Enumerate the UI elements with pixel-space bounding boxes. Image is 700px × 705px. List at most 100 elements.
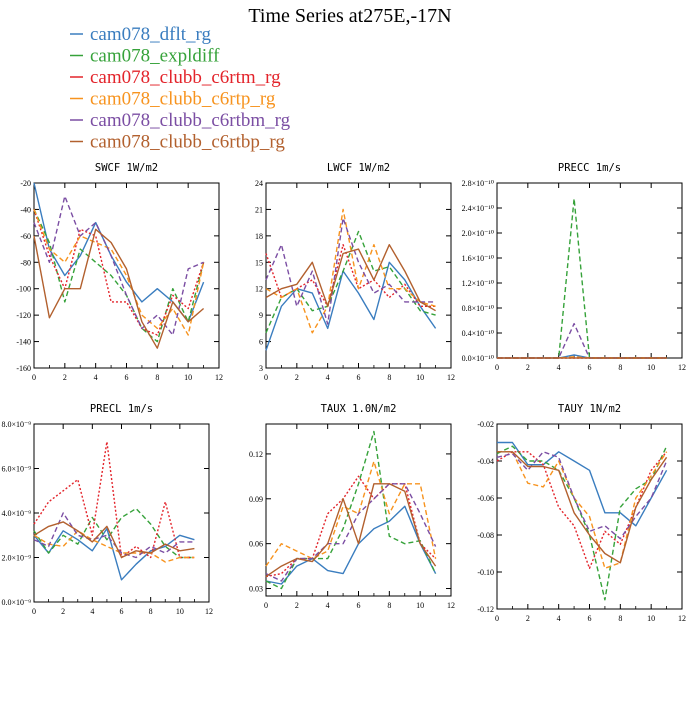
y-tick-label: 0.0×10⁻⁹ [1, 598, 31, 607]
x-tick-label: 12 [215, 373, 223, 382]
panel-title: SWCF 1W/m2 [95, 162, 158, 174]
y-tick-label: 6 [259, 338, 263, 347]
y-tick-label: -100 [16, 285, 31, 294]
series-line-cam078_clubb_c6rtp_rg [265, 460, 437, 567]
x-tick-label: 4 [90, 607, 94, 616]
plot-frame [496, 182, 683, 359]
x-tick-label: 8 [149, 607, 153, 616]
y-tick-label: -0.10 [477, 568, 494, 577]
panel-title: LWCF 1W/m2 [327, 162, 390, 174]
y-tick-label: -40 [20, 205, 31, 214]
x-tick-label: 2 [295, 601, 299, 610]
panel-title: TAUY 1N/m2 [558, 403, 621, 415]
series-line-cam078_clubb_c6rtbp_rg [33, 521, 195, 559]
x-tick-label: 10 [647, 614, 655, 623]
y-tick-label: 0.0×10⁻¹⁰ [462, 354, 494, 363]
x-tick-label: 12 [447, 601, 455, 610]
series-line-cam078_expldiff [496, 445, 668, 601]
chart-panel-2: PRECC 1m/s 0 2 4 6 8 10 12 0.0×10⁻¹⁰ 0.4×10⁻¹⁰ 0.8… [462, 162, 686, 372]
y-tick-label: 3 [259, 364, 263, 373]
y-tick-label: 21 [255, 205, 263, 214]
chart-panel-0: SWCF 1W/m2 0 2 4 6 8 10 12 -160 -140 -120 -100 -80 -6… [16, 162, 223, 382]
x-tick-label: 6 [120, 607, 124, 616]
x-tick-label: 8 [618, 614, 622, 623]
series-line-cam078_clubb_c6rtm_rg [33, 441, 195, 559]
y-tick-label: 6.0×10⁻⁹ [1, 465, 31, 474]
x-tick-label: 12 [678, 363, 686, 372]
y-tick-label: 24 [255, 179, 263, 188]
y-tick-label: 2.4×10⁻¹⁰ [462, 204, 494, 213]
y-tick-label: -140 [16, 338, 31, 347]
panel-title: TAUX 1.0N/m2 [321, 403, 397, 415]
y-tick-label: 12 [255, 285, 263, 294]
y-tick-label: 2.8×10⁻¹⁰ [462, 179, 494, 188]
series-line-cam078_expldiff [33, 507, 195, 559]
y-tick-label: 2.0×10⁻⁹ [1, 554, 31, 563]
series-line-cam078_clubb_c6rtm_rg [33, 209, 205, 336]
x-tick-label: 2 [63, 373, 67, 382]
x-tick-label: 4 [557, 363, 561, 372]
y-tick-label: 8.0×10⁻⁹ [1, 420, 31, 429]
x-tick-label: 8 [387, 601, 391, 610]
x-tick-label: 10 [184, 373, 192, 382]
y-tick-label: 0.8×10⁻¹⁰ [462, 304, 494, 313]
legend-label-cam078_clubb_c6rtp_rg: cam078_clubb_c6rtp_rg [90, 89, 276, 110]
chart-panel-5: TAUY 1N/m2 0 2 4 6 8 10 12 -0.12 -0.10 -0.08 -0.06 -… [477, 403, 686, 623]
x-tick-label: 10 [176, 607, 184, 616]
x-tick-label: 8 [387, 373, 391, 382]
y-tick-label: -0.08 [477, 531, 494, 540]
y-tick-label: -0.06 [477, 494, 494, 503]
x-tick-label: 2 [526, 614, 530, 623]
x-tick-label: 4 [326, 373, 330, 382]
x-tick-label: 10 [416, 373, 424, 382]
x-tick-label: 4 [326, 601, 330, 610]
chart-panel-4: TAUX 1.0N/m2 0 2 4 6 8 10 12 0.03 0.06 0.09 0.12 [249, 403, 455, 610]
x-tick-label: 8 [155, 373, 159, 382]
legend-label-cam078_expldiff: cam078_expldiff [90, 46, 220, 67]
series-line-cam078_clubb_c6rtbm_rg [33, 512, 195, 559]
y-tick-label: 2.0×10⁻¹⁰ [462, 229, 494, 238]
series-line-cam078_clubb_c6rtp_rg [33, 209, 205, 336]
series-line-cam078_clubb_c6rtbm_rg [496, 451, 668, 540]
series-line-cam078_clubb_c6rtbm_rg [497, 322, 667, 359]
panel-title: PRECC 1m/s [558, 162, 621, 174]
y-tick-label: 1.2×10⁻¹⁰ [462, 279, 494, 288]
y-tick-label: 9 [259, 311, 263, 320]
series-line-cam078_expldiff [497, 197, 667, 359]
legend-label-cam078_clubb_c6rtbm_rg: cam078_clubb_c6rtbm_rg [90, 110, 291, 131]
y-tick-label: 0.4×10⁻¹⁰ [462, 329, 494, 338]
series-line-cam078_dflt_rg [33, 527, 195, 581]
series-line-cam078_clubb_c6rtbp_rg [265, 483, 437, 578]
y-tick-label: -0.12 [477, 605, 494, 614]
series-line-cam078_expldiff [265, 430, 437, 590]
y-tick-label: -20 [20, 179, 31, 188]
x-tick-label: 6 [357, 601, 361, 610]
x-tick-label: 4 [557, 614, 561, 623]
series-line-cam078_dflt_rg [33, 182, 205, 323]
x-tick-label: 12 [205, 607, 213, 616]
legend-label-cam078_clubb_c6rtbp_rg: cam078_clubb_c6rtbp_rg [90, 132, 285, 153]
figure-title: Time Series at275E,-17N [248, 5, 451, 27]
y-tick-label: 15 [255, 258, 263, 267]
series-line-cam078_dflt_rg [497, 441, 668, 527]
series-line-cam078_clubb_c6rtbp_rg [265, 243, 436, 312]
x-tick-label: 12 [447, 373, 455, 382]
series-line-cam078_clubb_c6rtbp_rg [33, 228, 205, 349]
plot-frame [265, 182, 452, 369]
y-tick-label: -0.04 [477, 457, 494, 466]
x-tick-label: 12 [678, 614, 686, 623]
x-tick-label: 6 [125, 373, 129, 382]
x-tick-label: 6 [588, 614, 592, 623]
x-tick-label: 0 [32, 373, 36, 382]
x-tick-label: 4 [94, 373, 98, 382]
y-tick-label: 18 [255, 232, 263, 241]
y-tick-label: -80 [20, 258, 31, 267]
y-tick-label: -160 [16, 364, 31, 373]
chart-panels: SWCF 1W/m20 2 4 6 8 10 12-160-140-120-100-80-6… [1, 162, 686, 623]
series-line-cam078_clubb_c6rtbm_rg [33, 195, 204, 336]
series-line-cam078_clubb_c6rtbm_rg [265, 217, 436, 325]
series-line-cam078_dflt_rg [265, 505, 437, 585]
